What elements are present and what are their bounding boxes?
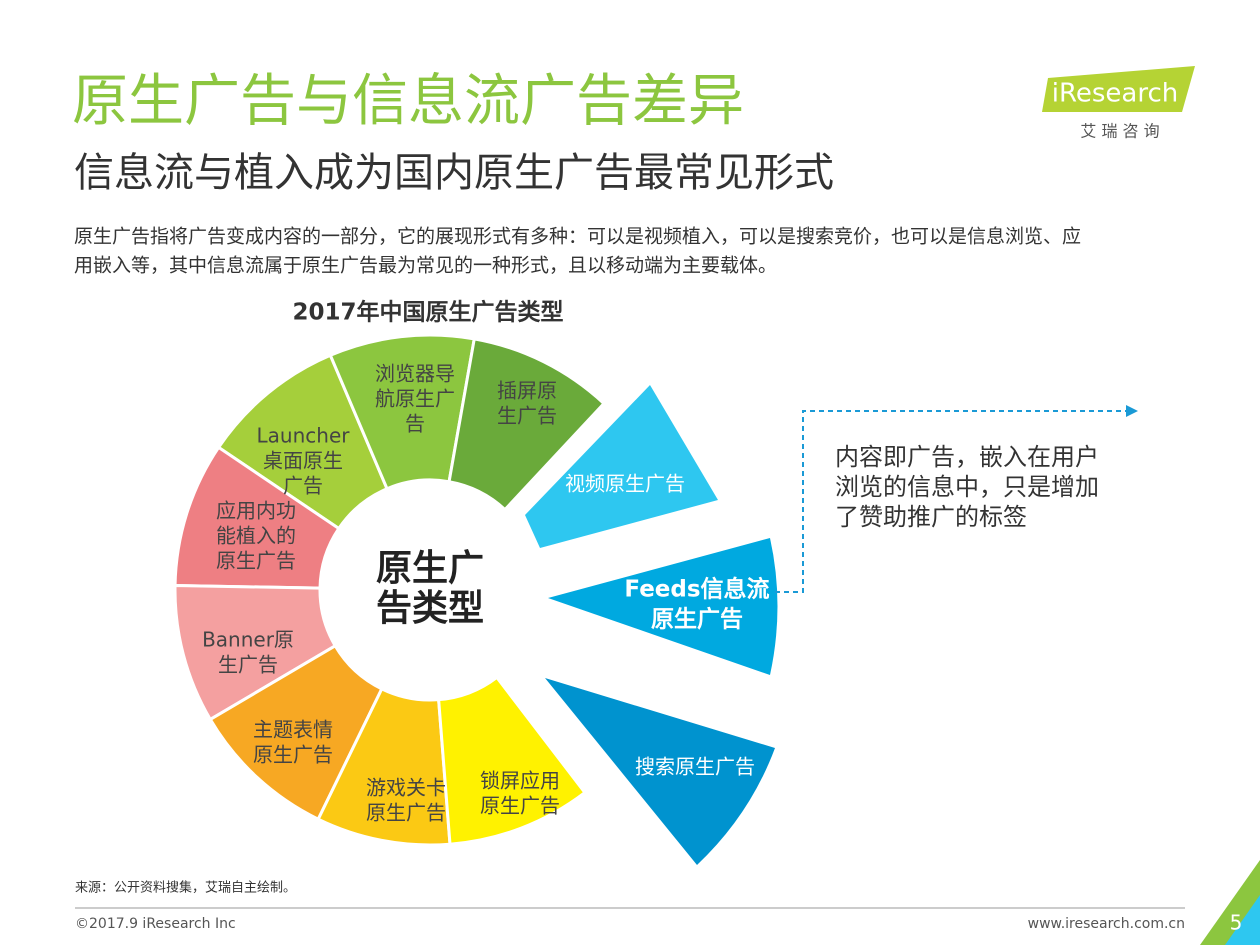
callout: 了赞助推广的标签 [835, 503, 1027, 531]
logo-badge [1042, 66, 1195, 112]
segment-label: 原生广告 [366, 801, 446, 825]
segment-label: Banner原 [202, 628, 294, 652]
diagram-title: 2017年中国原生广告类型 [292, 299, 563, 326]
center-label: 告类型 [376, 588, 484, 629]
corner-decoration [1225, 895, 1260, 945]
description: 原生广告指将广告变成内容的一部分，它的展现形式有多种：可以是视频植入，可以是搜索… [74, 226, 1081, 248]
donut-segment [173, 584, 338, 722]
segment-label: Launcher [257, 424, 351, 448]
segment-label: 广告 [283, 474, 323, 498]
segment-label: 应用内功 [216, 499, 296, 523]
segment-label: 桌面原生 [263, 449, 343, 473]
segment-label: 生广告 [497, 404, 557, 428]
center-label: 原生广 [376, 548, 484, 589]
copyright: ©2017.9 iResearch Inc [75, 916, 236, 932]
website: www.iresearch.com.cn [1028, 916, 1185, 932]
highlight-wedge [545, 678, 775, 865]
highlight-wedge [525, 385, 718, 548]
donut-segment [316, 686, 452, 847]
highlight-label: Feeds信息流 [624, 576, 769, 603]
logo-tagline: 艾 瑞 咨 询 [1080, 122, 1159, 141]
segment-label: 原生广告 [480, 794, 560, 818]
donut-segment [437, 675, 587, 846]
logo-brand: iResearch [1052, 79, 1178, 109]
highlight-label: 视频原生广告 [565, 472, 685, 496]
source: 来源：公开资料搜集，艾瑞自主绘制。 [75, 880, 296, 896]
segment-label: 能植入的 [216, 524, 296, 548]
segment-label: 原生广告 [253, 743, 333, 767]
subtitle: 信息流与植入成为国内原生广告最常见形式 [74, 150, 834, 196]
donut-segment [173, 445, 341, 590]
connector [775, 410, 1128, 593]
segment-label: 告 [405, 412, 425, 436]
donut-segment [447, 337, 607, 512]
segment-label: 浏览器导 [375, 362, 455, 386]
segment-label: 主题表情 [253, 718, 333, 742]
segment-label: 锁屏应用 [480, 769, 560, 793]
title: 原生广告与信息流广告差异 [72, 69, 744, 134]
callout: 内容即广告，嵌入在用户 [835, 443, 1099, 471]
highlight-wedge [548, 538, 778, 675]
segment-label: 生广告 [218, 653, 278, 677]
segment-label: 航原生广 [375, 387, 455, 411]
highlight-label: 搜索原生广告 [635, 755, 755, 779]
page-number: 5 [1230, 911, 1243, 935]
arrow-head [1126, 405, 1138, 417]
callout: 浏览的信息中，只是增加 [835, 473, 1099, 501]
segment-label: 插屏原 [497, 379, 557, 403]
segment-label: 原生广告 [216, 549, 296, 573]
description: 用嵌入等，其中信息流属于原生广告最为常见的一种形式，且以移动端为主要载体。 [74, 255, 777, 277]
highlight-label: 原生广告 [651, 606, 743, 633]
segment-label: 游戏关卡 [366, 776, 446, 800]
